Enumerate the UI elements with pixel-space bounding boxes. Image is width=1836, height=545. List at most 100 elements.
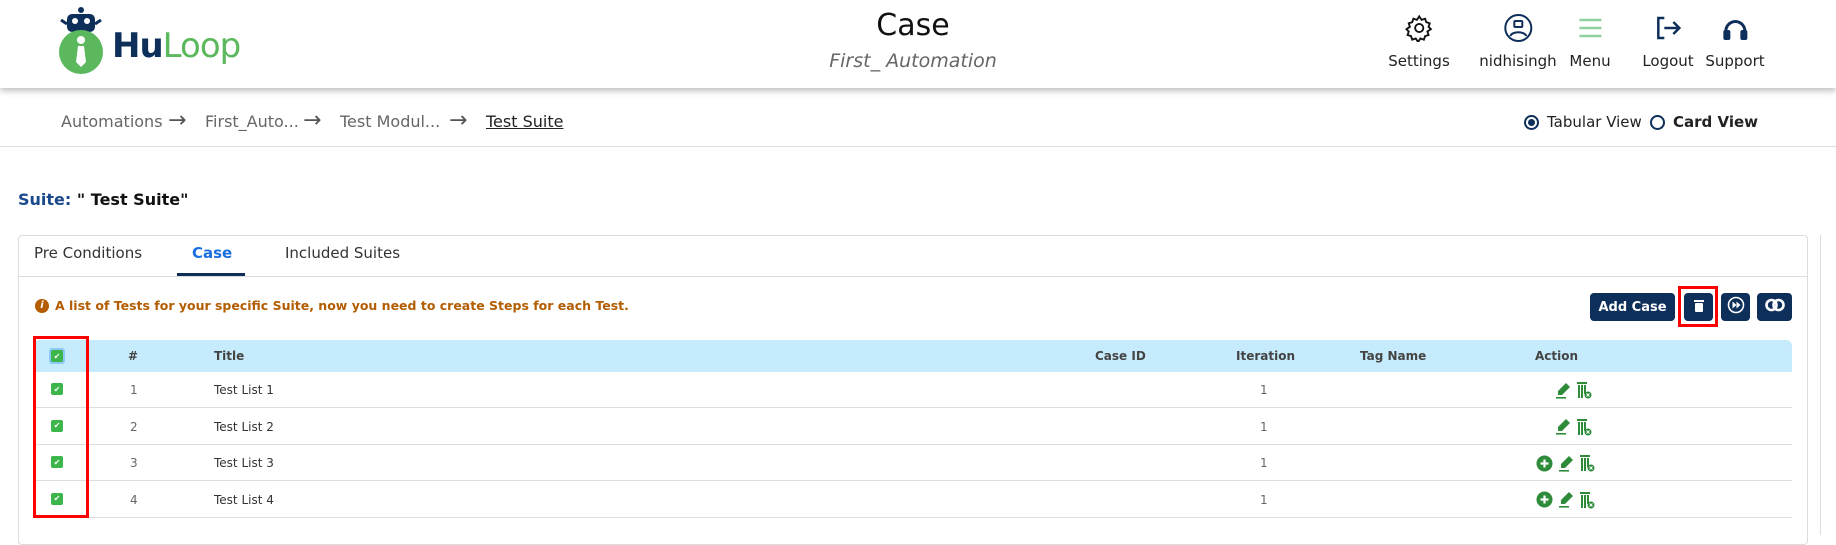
tab-pre-conditions[interactable]: Pre Conditions bbox=[34, 244, 143, 262]
delete-button[interactable] bbox=[1576, 381, 1592, 403]
delete-button[interactable] bbox=[1579, 491, 1595, 513]
delete-selected-button[interactable] bbox=[1684, 293, 1713, 321]
link-icon bbox=[1764, 297, 1786, 317]
row-checkbox[interactable]: ✔ bbox=[51, 383, 63, 395]
trash-icon bbox=[1579, 455, 1595, 476]
card-view-radio[interactable]: Card View bbox=[1650, 113, 1758, 131]
row-iteration: 1 bbox=[1260, 419, 1268, 434]
page-subtitle: First_ Automation bbox=[829, 50, 997, 72]
settings-button[interactable]: Settings bbox=[1388, 12, 1450, 70]
column-header-title: Title bbox=[214, 349, 245, 363]
row-iteration: 1 bbox=[1260, 383, 1268, 397]
hamburger-icon bbox=[1569, 12, 1610, 44]
logo-text: HuLoop bbox=[112, 26, 241, 66]
plus-circle-icon bbox=[1536, 455, 1553, 476]
row-number: 2 bbox=[130, 419, 138, 434]
headphones-icon bbox=[1705, 12, 1764, 44]
pencil-icon bbox=[1555, 382, 1571, 403]
add-case-button[interactable]: Add Case bbox=[1590, 293, 1675, 321]
edit-button[interactable] bbox=[1555, 382, 1571, 403]
add-step-button[interactable] bbox=[1536, 455, 1553, 476]
highlight-box bbox=[33, 336, 89, 518]
row-title: Test List 3 bbox=[214, 456, 274, 470]
delete-button[interactable] bbox=[1576, 418, 1592, 440]
edit-button[interactable] bbox=[1558, 455, 1574, 476]
page-title: Case bbox=[876, 8, 950, 43]
card-view-label: Card View bbox=[1673, 113, 1759, 131]
pencil-icon bbox=[1558, 455, 1574, 476]
table-row bbox=[33, 445, 1792, 481]
trash-icon bbox=[1576, 382, 1592, 403]
active-tab-indicator bbox=[177, 273, 245, 276]
tab-divider bbox=[18, 276, 1808, 277]
trash-icon bbox=[1576, 418, 1592, 440]
logout-button[interactable]: Logout bbox=[1642, 12, 1694, 70]
row-checkbox[interactable]: ✔ bbox=[51, 419, 63, 432]
row-title: Test List 2 bbox=[214, 419, 274, 434]
info-icon: i bbox=[35, 298, 49, 313]
column-header-case-id: Case ID bbox=[1095, 349, 1146, 363]
edit-button[interactable] bbox=[1555, 418, 1571, 439]
breadcrumb-module[interactable]: Test Modul... bbox=[340, 112, 441, 131]
row-number: 1 bbox=[130, 383, 138, 397]
check-icon: ✔ bbox=[53, 421, 61, 430]
row-actions bbox=[1536, 454, 1600, 476]
add-step-button[interactable] bbox=[1536, 491, 1553, 512]
edit-button[interactable] bbox=[1558, 491, 1574, 512]
scroll-divider bbox=[1820, 235, 1821, 535]
top-header: HuLoop Case First_ Automation Settings n… bbox=[0, 0, 1836, 88]
link-button[interactable] bbox=[1757, 293, 1792, 321]
check-icon: ✔ bbox=[51, 350, 63, 362]
support-button[interactable]: Support bbox=[1705, 12, 1765, 70]
highlight-box bbox=[1678, 286, 1718, 327]
user-profile-button[interactable]: nidhisingh bbox=[1479, 12, 1557, 70]
fast-forward-circle-icon bbox=[1727, 296, 1745, 318]
arrow-right-icon: → bbox=[449, 108, 468, 133]
table-header bbox=[33, 340, 1792, 372]
row-number: 3 bbox=[130, 456, 138, 470]
column-header-action: Action bbox=[1535, 349, 1579, 363]
row-checkbox[interactable]: ✔ bbox=[51, 492, 63, 505]
trash-icon bbox=[1693, 299, 1705, 316]
delete-button[interactable] bbox=[1579, 454, 1595, 476]
check-icon: ✔ bbox=[53, 494, 61, 503]
tabular-view-label: Tabular View bbox=[1547, 113, 1642, 131]
trash-icon bbox=[1579, 491, 1595, 513]
tabular-view-radio[interactable]: Tabular View bbox=[1524, 113, 1642, 131]
tab-included-suites[interactable]: Included Suites bbox=[285, 244, 401, 262]
breadcrumb-automation[interactable]: First_Auto... bbox=[205, 112, 299, 131]
row-number: 4 bbox=[130, 492, 138, 507]
table-row bbox=[33, 409, 1792, 445]
column-header-iteration: Iteration bbox=[1236, 349, 1295, 363]
row-iteration: 1 bbox=[1260, 456, 1268, 470]
logo-icon bbox=[53, 6, 109, 80]
row-checkbox[interactable]: ✔ bbox=[51, 456, 63, 468]
tab-case[interactable]: Case bbox=[192, 244, 233, 262]
logout-icon bbox=[1642, 12, 1693, 44]
divider bbox=[0, 146, 1836, 147]
gear-icon bbox=[1388, 12, 1450, 44]
row-actions bbox=[1555, 418, 1597, 440]
plus-circle-icon bbox=[1536, 491, 1553, 512]
select-all-checkbox[interactable]: ✔ bbox=[49, 348, 65, 364]
pencil-icon bbox=[1558, 492, 1574, 512]
breadcrumb-suite[interactable]: Test Suite bbox=[486, 112, 564, 131]
pencil-icon bbox=[1555, 419, 1571, 439]
row-actions bbox=[1536, 491, 1600, 513]
check-icon: ✔ bbox=[53, 384, 61, 394]
breadcrumb-automations[interactable]: Automations bbox=[61, 112, 163, 131]
arrow-right-icon: → bbox=[168, 108, 187, 133]
run-button[interactable] bbox=[1721, 293, 1750, 321]
menu-button[interactable]: Menu bbox=[1569, 12, 1611, 70]
row-title: Test List 4 bbox=[214, 492, 274, 507]
row-iteration: 1 bbox=[1260, 492, 1268, 507]
column-header-number: # bbox=[128, 349, 139, 363]
user-robot-icon bbox=[1479, 12, 1556, 44]
suite-heading: Suite: " Test Suite" bbox=[18, 190, 189, 209]
table-row bbox=[33, 372, 1792, 408]
row-title: Test List 1 bbox=[214, 383, 274, 397]
table-row bbox=[33, 482, 1792, 518]
check-icon: ✔ bbox=[53, 457, 61, 467]
row-actions bbox=[1555, 381, 1597, 403]
